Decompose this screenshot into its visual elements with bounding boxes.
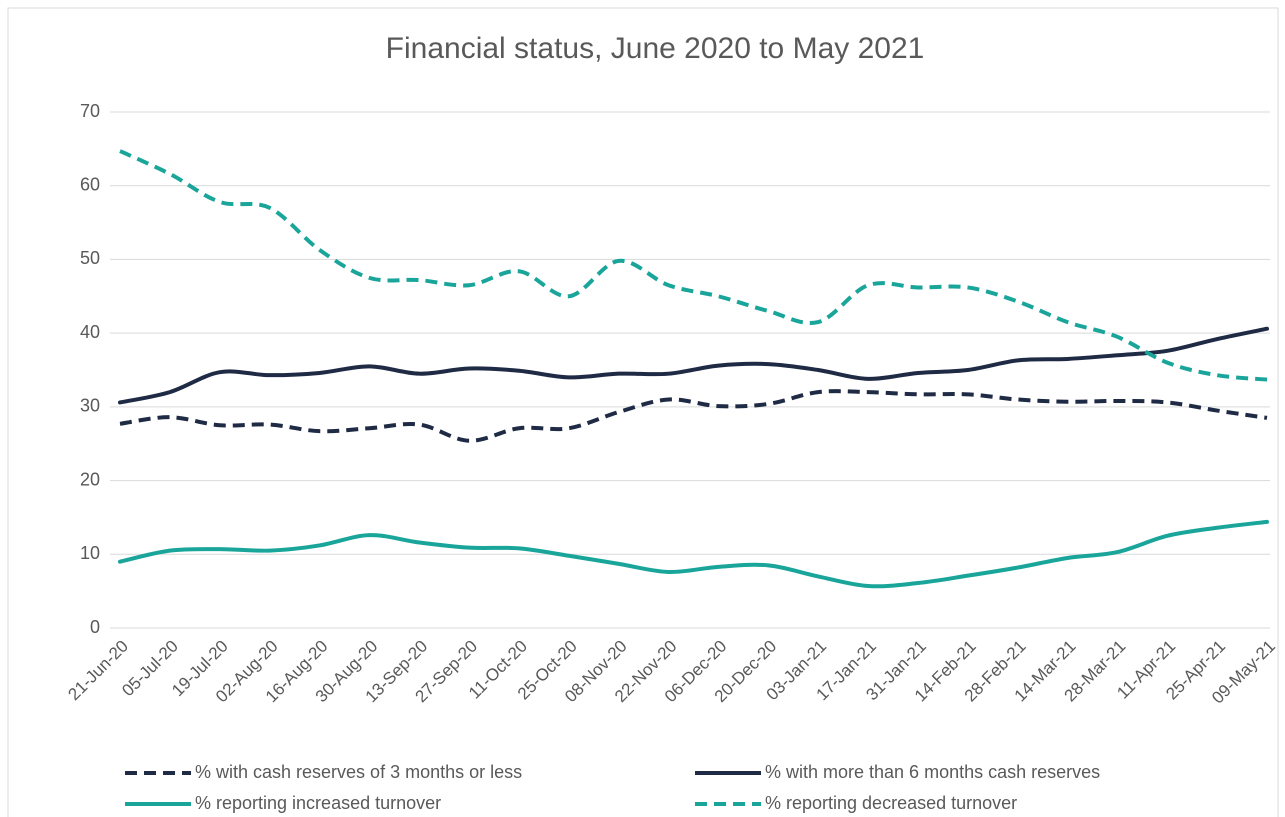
legend-label: % with more than 6 months cash reserves <box>765 762 1100 782</box>
series-line <box>118 326 1269 405</box>
y-tick-label: 60 <box>80 174 100 194</box>
chart-border <box>7 7 1279 817</box>
x-tick-label: 21-Jun-20 <box>64 637 132 705</box>
y-tick-label: 40 <box>80 322 100 342</box>
series-line <box>119 149 1268 382</box>
legend-label: % reporting decreased turnover <box>765 793 1017 813</box>
y-tick-label: 30 <box>80 396 100 416</box>
legend-label: % reporting increased turnover <box>195 793 441 813</box>
y-tick-label: 0 <box>90 617 100 637</box>
chart-title: Financial status, June 2020 to May 2021 <box>386 32 925 65</box>
y-tick-label: 10 <box>80 543 100 563</box>
y-tick-label: 50 <box>80 248 100 268</box>
series-line <box>118 519 1269 589</box>
series-line <box>119 389 1268 443</box>
legend-label: % with cash reserves of 3 months or less <box>195 762 522 782</box>
y-tick-label: 70 <box>80 101 100 121</box>
y-tick-label: 20 <box>80 469 100 489</box>
